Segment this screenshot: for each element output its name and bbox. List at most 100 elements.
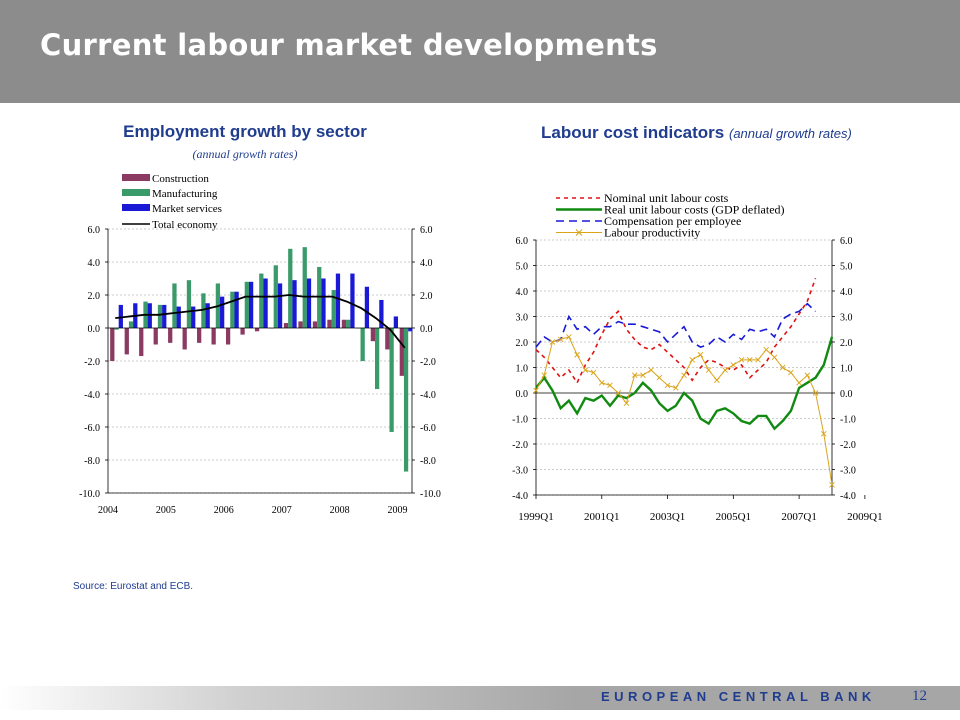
y-tick-label-left: -4.0: [512, 491, 528, 502]
bar-market-services: [393, 316, 398, 328]
bar-manufacturing: [157, 304, 163, 328]
productivity-marker: [779, 364, 786, 371]
bar-manufacturing: [346, 319, 351, 328]
bar-manufacturing: [201, 293, 206, 328]
productivity-marker: [705, 367, 712, 373]
bar-construction: [341, 319, 347, 328]
bar-market-services: [162, 304, 167, 328]
bar-construction: [197, 328, 202, 343]
y-tick-label-right: 4.0: [420, 258, 433, 269]
y-tick-label-right: 6.0: [420, 225, 433, 236]
y-tick-label-right: 3.0: [840, 313, 853, 324]
bar-construction: [312, 321, 318, 328]
productivity-marker: [730, 362, 737, 368]
productivity-marker: [697, 351, 704, 358]
y-tick-label-right: -1.0: [840, 415, 856, 426]
series-line-labour-productivity: [535, 336, 833, 485]
productivity-marker: [689, 357, 696, 363]
productivity-marker: [582, 367, 589, 373]
ecb-wordmark: EUROPEAN CENTRAL BANK: [601, 689, 876, 704]
legend-label: Construction: [152, 173, 209, 185]
bar-construction: [385, 328, 390, 350]
bar-manufacturing: [172, 283, 177, 328]
y-tick-label-left: 1.0: [516, 364, 529, 375]
productivity-marker: [804, 372, 811, 378]
bar-manufacturing: [128, 321, 134, 328]
y-tick-label-left: 2.0: [88, 291, 101, 302]
bar-market-services: [118, 304, 123, 328]
legend-swatch: [122, 204, 150, 211]
y-tick-label-left: 5.0: [516, 262, 529, 273]
y-tick-label-right: -6.0: [420, 423, 436, 434]
bar-market-services: [335, 273, 341, 328]
legend-swatch: [122, 174, 150, 181]
y-tick-label-right: -10.0: [420, 489, 441, 500]
bar-market-services: [263, 278, 268, 328]
legend-swatch: [122, 189, 150, 196]
bar-manufacturing: [259, 273, 264, 328]
y-tick-label-left: -3.0: [512, 466, 528, 477]
bar-construction: [254, 328, 260, 332]
productivity-marker: [557, 336, 564, 343]
bar-market-services: [306, 278, 312, 328]
x-tick-label: 2008: [330, 505, 350, 516]
productivity-marker: [664, 382, 671, 389]
y-tick-label-right: 1.0: [840, 364, 853, 375]
x-tick-label: 2003Q1: [650, 511, 685, 523]
x-tick-label: 2004: [98, 505, 118, 516]
series-line-nominal-unit-labour-costs: [535, 277, 817, 385]
x-tick-label: 1999Q1: [518, 511, 553, 523]
y-tick-label-left: 4.0: [88, 258, 101, 269]
x-tick-label: 2006: [214, 505, 234, 516]
chart1-subtitle: (annual growth rates): [192, 147, 298, 161]
y-tick-label-right: 0.0: [420, 324, 433, 335]
legend-label: Nominal unit labour costs: [604, 191, 729, 205]
bar-manufacturing: [331, 290, 336, 328]
productivity-marker: [648, 367, 654, 373]
bar-manufacturing: [244, 281, 249, 328]
employment-growth-chart: 6.0 6.0 4.0 4.0 2.0 2.0 0.0 0.0 -2.0 -2.0 -4.0 -4.0…: [79, 173, 441, 516]
chart2-title: Labour cost indicators: [541, 123, 725, 142]
bar-market-services: [234, 291, 239, 328]
productivity-marker: [631, 372, 638, 378]
bar-manufacturing: [375, 328, 380, 390]
x-tick-label: 2007: [272, 505, 292, 516]
bar-construction: [153, 328, 158, 345]
productivity-marker: [533, 387, 539, 394]
x-tick-label: 2005Q1: [716, 511, 751, 523]
bar-construction: [370, 328, 376, 342]
bar-market-services: [205, 303, 210, 328]
footer-bar: EUROPEAN CENTRAL BANK 12: [0, 686, 960, 710]
bar-construction: [399, 328, 404, 376]
bar-market-services: [176, 306, 181, 328]
y-tick-label-left: -10.0: [79, 489, 100, 500]
y-tick-label-left: -4.0: [84, 390, 100, 401]
header-bar: Current labour market developments: [0, 0, 960, 103]
bar-market-services: [220, 296, 225, 328]
legend-label: Total economy: [152, 219, 218, 231]
source-note: Source: Eurostat and ECB.: [73, 581, 194, 592]
productivity-marker: [755, 357, 761, 363]
productivity-marker: [640, 372, 646, 378]
y-tick-label-right: -2.0: [840, 440, 856, 451]
y-tick-label-left: -6.0: [84, 423, 100, 434]
y-tick-label-right: 2.0: [840, 338, 853, 349]
bar-manufacturing: [230, 291, 235, 328]
legend-label: Real unit labour costs (GDP deflated): [604, 203, 785, 217]
bar-construction: [283, 323, 289, 328]
legend-label: Labour productivity: [604, 226, 700, 240]
productivity-marker: [598, 379, 605, 386]
bar-construction: [240, 328, 245, 335]
productivity-marker: [820, 430, 827, 437]
x-tick-label: 2007Q1: [781, 511, 816, 523]
bar-construction: [139, 328, 144, 357]
productivity-marker: [763, 346, 770, 353]
productivity-marker: [796, 379, 802, 386]
legend-label: Manufacturing: [152, 188, 218, 200]
y-tick-label-left: -2.0: [512, 440, 528, 451]
productivity-marker: [574, 351, 580, 358]
bar-market-services: [408, 328, 413, 332]
y-tick-label-left: 0.0: [516, 389, 529, 400]
productivity-marker: [771, 354, 778, 361]
y-tick-label-right: -3.0: [840, 466, 856, 477]
